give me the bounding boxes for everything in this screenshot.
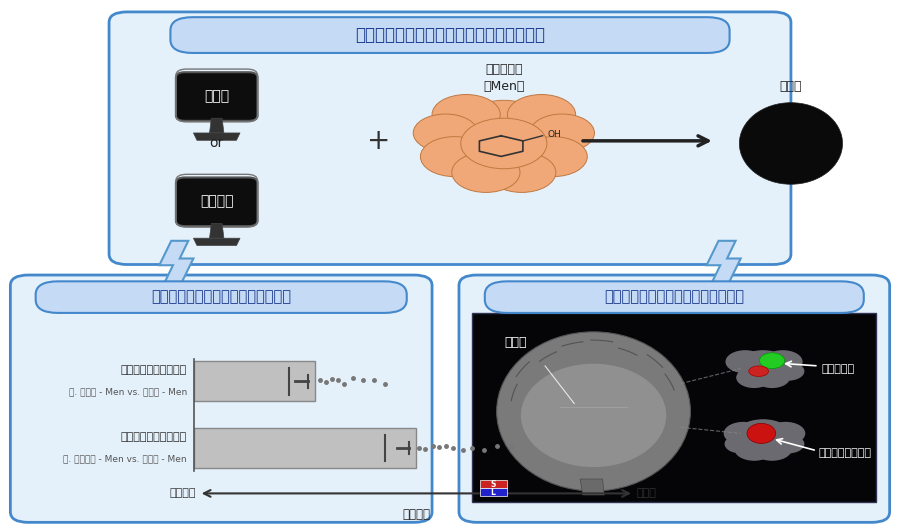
Ellipse shape — [497, 332, 690, 491]
Text: 似ている: 似ている — [169, 488, 196, 498]
Text: +: + — [366, 127, 390, 155]
Circle shape — [754, 367, 790, 388]
Text: ユーカリ: ユーカリ — [200, 194, 233, 208]
Polygon shape — [580, 479, 604, 495]
Text: 同じ匂いに対する感じ方が変化した: 同じ匂いに対する感じ方が変化した — [151, 289, 292, 305]
Circle shape — [724, 422, 763, 445]
Polygon shape — [194, 133, 240, 140]
Text: 影響があった部位: 影響があった部位 — [819, 448, 872, 458]
Circle shape — [724, 434, 757, 453]
Text: メントール
（Men）: メントール （Men） — [483, 63, 525, 94]
Circle shape — [772, 362, 805, 381]
FancyBboxPatch shape — [36, 281, 407, 313]
Circle shape — [734, 437, 774, 461]
Polygon shape — [159, 241, 194, 283]
FancyBboxPatch shape — [459, 275, 889, 522]
Circle shape — [461, 118, 547, 169]
FancyBboxPatch shape — [109, 12, 791, 264]
Text: 言葉ラベルが同じ場合: 言葉ラベルが同じ場合 — [121, 365, 187, 375]
Text: 例. ユーカリ - Men vs. ミント - Men: 例. ユーカリ - Men vs. ミント - Men — [64, 454, 187, 463]
Circle shape — [420, 136, 489, 177]
Circle shape — [452, 152, 520, 193]
Circle shape — [752, 437, 792, 461]
Ellipse shape — [760, 353, 785, 369]
Text: 脳全体: 脳全体 — [505, 335, 527, 349]
FancyBboxPatch shape — [170, 17, 730, 53]
Circle shape — [413, 114, 478, 152]
FancyBboxPatch shape — [11, 275, 432, 522]
Circle shape — [488, 152, 556, 193]
Text: L: L — [491, 488, 496, 497]
Bar — [480, 480, 507, 488]
Text: ミント: ミント — [204, 89, 230, 103]
Circle shape — [763, 350, 803, 373]
Circle shape — [457, 101, 551, 155]
Text: S: S — [491, 480, 496, 489]
Text: 主観評定: 主観評定 — [402, 508, 430, 521]
Bar — [194, 428, 417, 468]
Bar — [480, 488, 507, 496]
Circle shape — [530, 114, 595, 152]
Polygon shape — [210, 223, 224, 238]
Bar — [194, 361, 315, 402]
Text: 言葉を匂いと同時呈示し思い込みを与えた: 言葉を匂いと同時呈示し思い込みを与えた — [355, 26, 545, 44]
Circle shape — [432, 95, 500, 134]
Circle shape — [519, 136, 588, 177]
Bar — [472, 313, 877, 503]
Circle shape — [766, 422, 806, 445]
Text: 同じ匂いに対する脳活動が変化した: 同じ匂いに対する脳活動が変化した — [604, 289, 744, 305]
Circle shape — [734, 419, 792, 453]
FancyBboxPatch shape — [485, 281, 864, 313]
Text: 異なる: 異なる — [636, 488, 656, 498]
Circle shape — [736, 350, 790, 382]
Ellipse shape — [749, 366, 769, 377]
Ellipse shape — [740, 103, 842, 184]
Text: or: or — [210, 136, 224, 150]
Circle shape — [725, 350, 765, 373]
Text: 一次嗅覚野: 一次嗅覚野 — [822, 363, 855, 373]
Text: 言葉ラベルが違う場合: 言葉ラベルが違う場合 — [121, 432, 187, 442]
Polygon shape — [210, 118, 224, 133]
Text: 例. ミント - Men vs. ミント - Men: 例. ミント - Men vs. ミント - Men — [69, 387, 187, 396]
Circle shape — [508, 95, 576, 134]
FancyBboxPatch shape — [176, 177, 257, 226]
Text: 被験者: 被験者 — [779, 80, 802, 94]
FancyBboxPatch shape — [176, 72, 257, 121]
Ellipse shape — [747, 423, 776, 443]
Text: OH: OH — [547, 130, 561, 139]
Circle shape — [736, 367, 772, 388]
Ellipse shape — [521, 363, 666, 467]
Circle shape — [772, 434, 805, 453]
Polygon shape — [706, 241, 741, 283]
Polygon shape — [194, 238, 240, 245]
